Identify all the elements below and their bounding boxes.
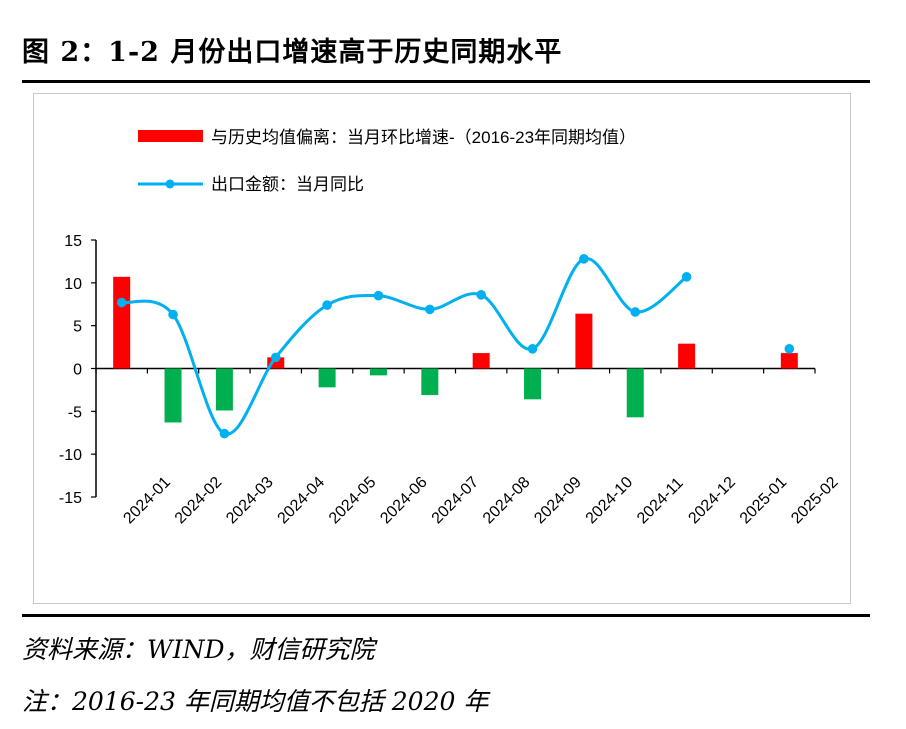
x-tick-label: 2024-04 <box>275 474 329 528</box>
bar <box>524 368 542 400</box>
legend-line-label: 出口金额：当月同比 <box>211 175 364 194</box>
x-tick-label: 2024-02 <box>172 474 226 528</box>
x-tick-label: 2024-05 <box>326 474 380 528</box>
line-point <box>579 254 589 264</box>
x-tick-label: 2024-12 <box>685 474 739 528</box>
bar <box>575 313 593 369</box>
bar <box>780 353 798 369</box>
line-point <box>784 343 795 354</box>
y-tick-label: 10 <box>64 276 82 293</box>
line-series <box>116 254 795 439</box>
x-tick-label: 2024-01 <box>120 474 174 528</box>
chart-frame <box>33 93 851 604</box>
line-point <box>527 343 538 354</box>
bar <box>626 368 644 418</box>
line-point <box>373 290 384 301</box>
x-axis-labels: 2024-012024-022024-032024-042024-052024-… <box>120 474 841 528</box>
line-point <box>630 307 641 317</box>
line-point <box>425 304 435 315</box>
footer-rule <box>22 614 870 617</box>
bar <box>421 368 439 396</box>
line-point <box>322 300 332 310</box>
y-tick-label: 15 <box>64 233 82 250</box>
source-note: 资料来源：WIND，财信研究院 <box>22 635 375 664</box>
figure-title: 图 2：1-2 月份出口增速高于历史同期水平 <box>22 37 563 68</box>
x-tick-label: 2024-09 <box>531 474 585 528</box>
x-tick-label: 2024-10 <box>583 474 637 528</box>
x-tick-label: 2024-07 <box>429 474 483 528</box>
bar <box>472 353 490 369</box>
bar <box>678 343 696 369</box>
title-rule <box>22 80 870 83</box>
line-point <box>270 352 281 363</box>
y-tick-label: 0 <box>73 362 82 379</box>
x-tick-label: 2024-11 <box>634 475 687 528</box>
footnote: 注：2016-23 年同期均值不包括 2020 年 <box>22 687 489 716</box>
line-point <box>476 290 486 300</box>
y-tick-label: 5 <box>73 319 82 336</box>
y-tick-label: -10 <box>59 447 82 464</box>
bar <box>369 368 387 376</box>
bar <box>215 368 233 411</box>
bar-series <box>113 276 798 423</box>
line-point <box>116 297 127 308</box>
line-path <box>121 257 688 436</box>
line-point <box>219 428 230 439</box>
legend: 与历史均值偏离：当月环比增速-（2016-23年同期均值） 出口金额：当月同比 <box>138 128 636 194</box>
legend-bar-swatch <box>138 130 203 142</box>
x-tick-label: 2025-01 <box>737 474 791 528</box>
y-tick-label: -15 <box>59 490 82 507</box>
line-point <box>681 272 692 282</box>
bar <box>113 276 131 369</box>
x-tick-label: 2024-03 <box>223 474 277 528</box>
legend-bar-label: 与历史均值偏离：当月环比增速-（2016-23年同期均值） <box>211 128 636 147</box>
x-tick-label: 2024-06 <box>377 474 431 528</box>
axes: 15 10 5 0 -5 -10 -15 <box>59 233 816 507</box>
bar <box>267 357 285 369</box>
x-tick-label: 2024-08 <box>480 474 534 528</box>
y-tick-label: -5 <box>68 404 82 421</box>
legend-line-marker <box>165 179 175 189</box>
bar <box>318 368 336 388</box>
line-point <box>168 309 178 320</box>
x-tick-label: 2025-02 <box>788 474 842 528</box>
bar <box>164 368 182 423</box>
